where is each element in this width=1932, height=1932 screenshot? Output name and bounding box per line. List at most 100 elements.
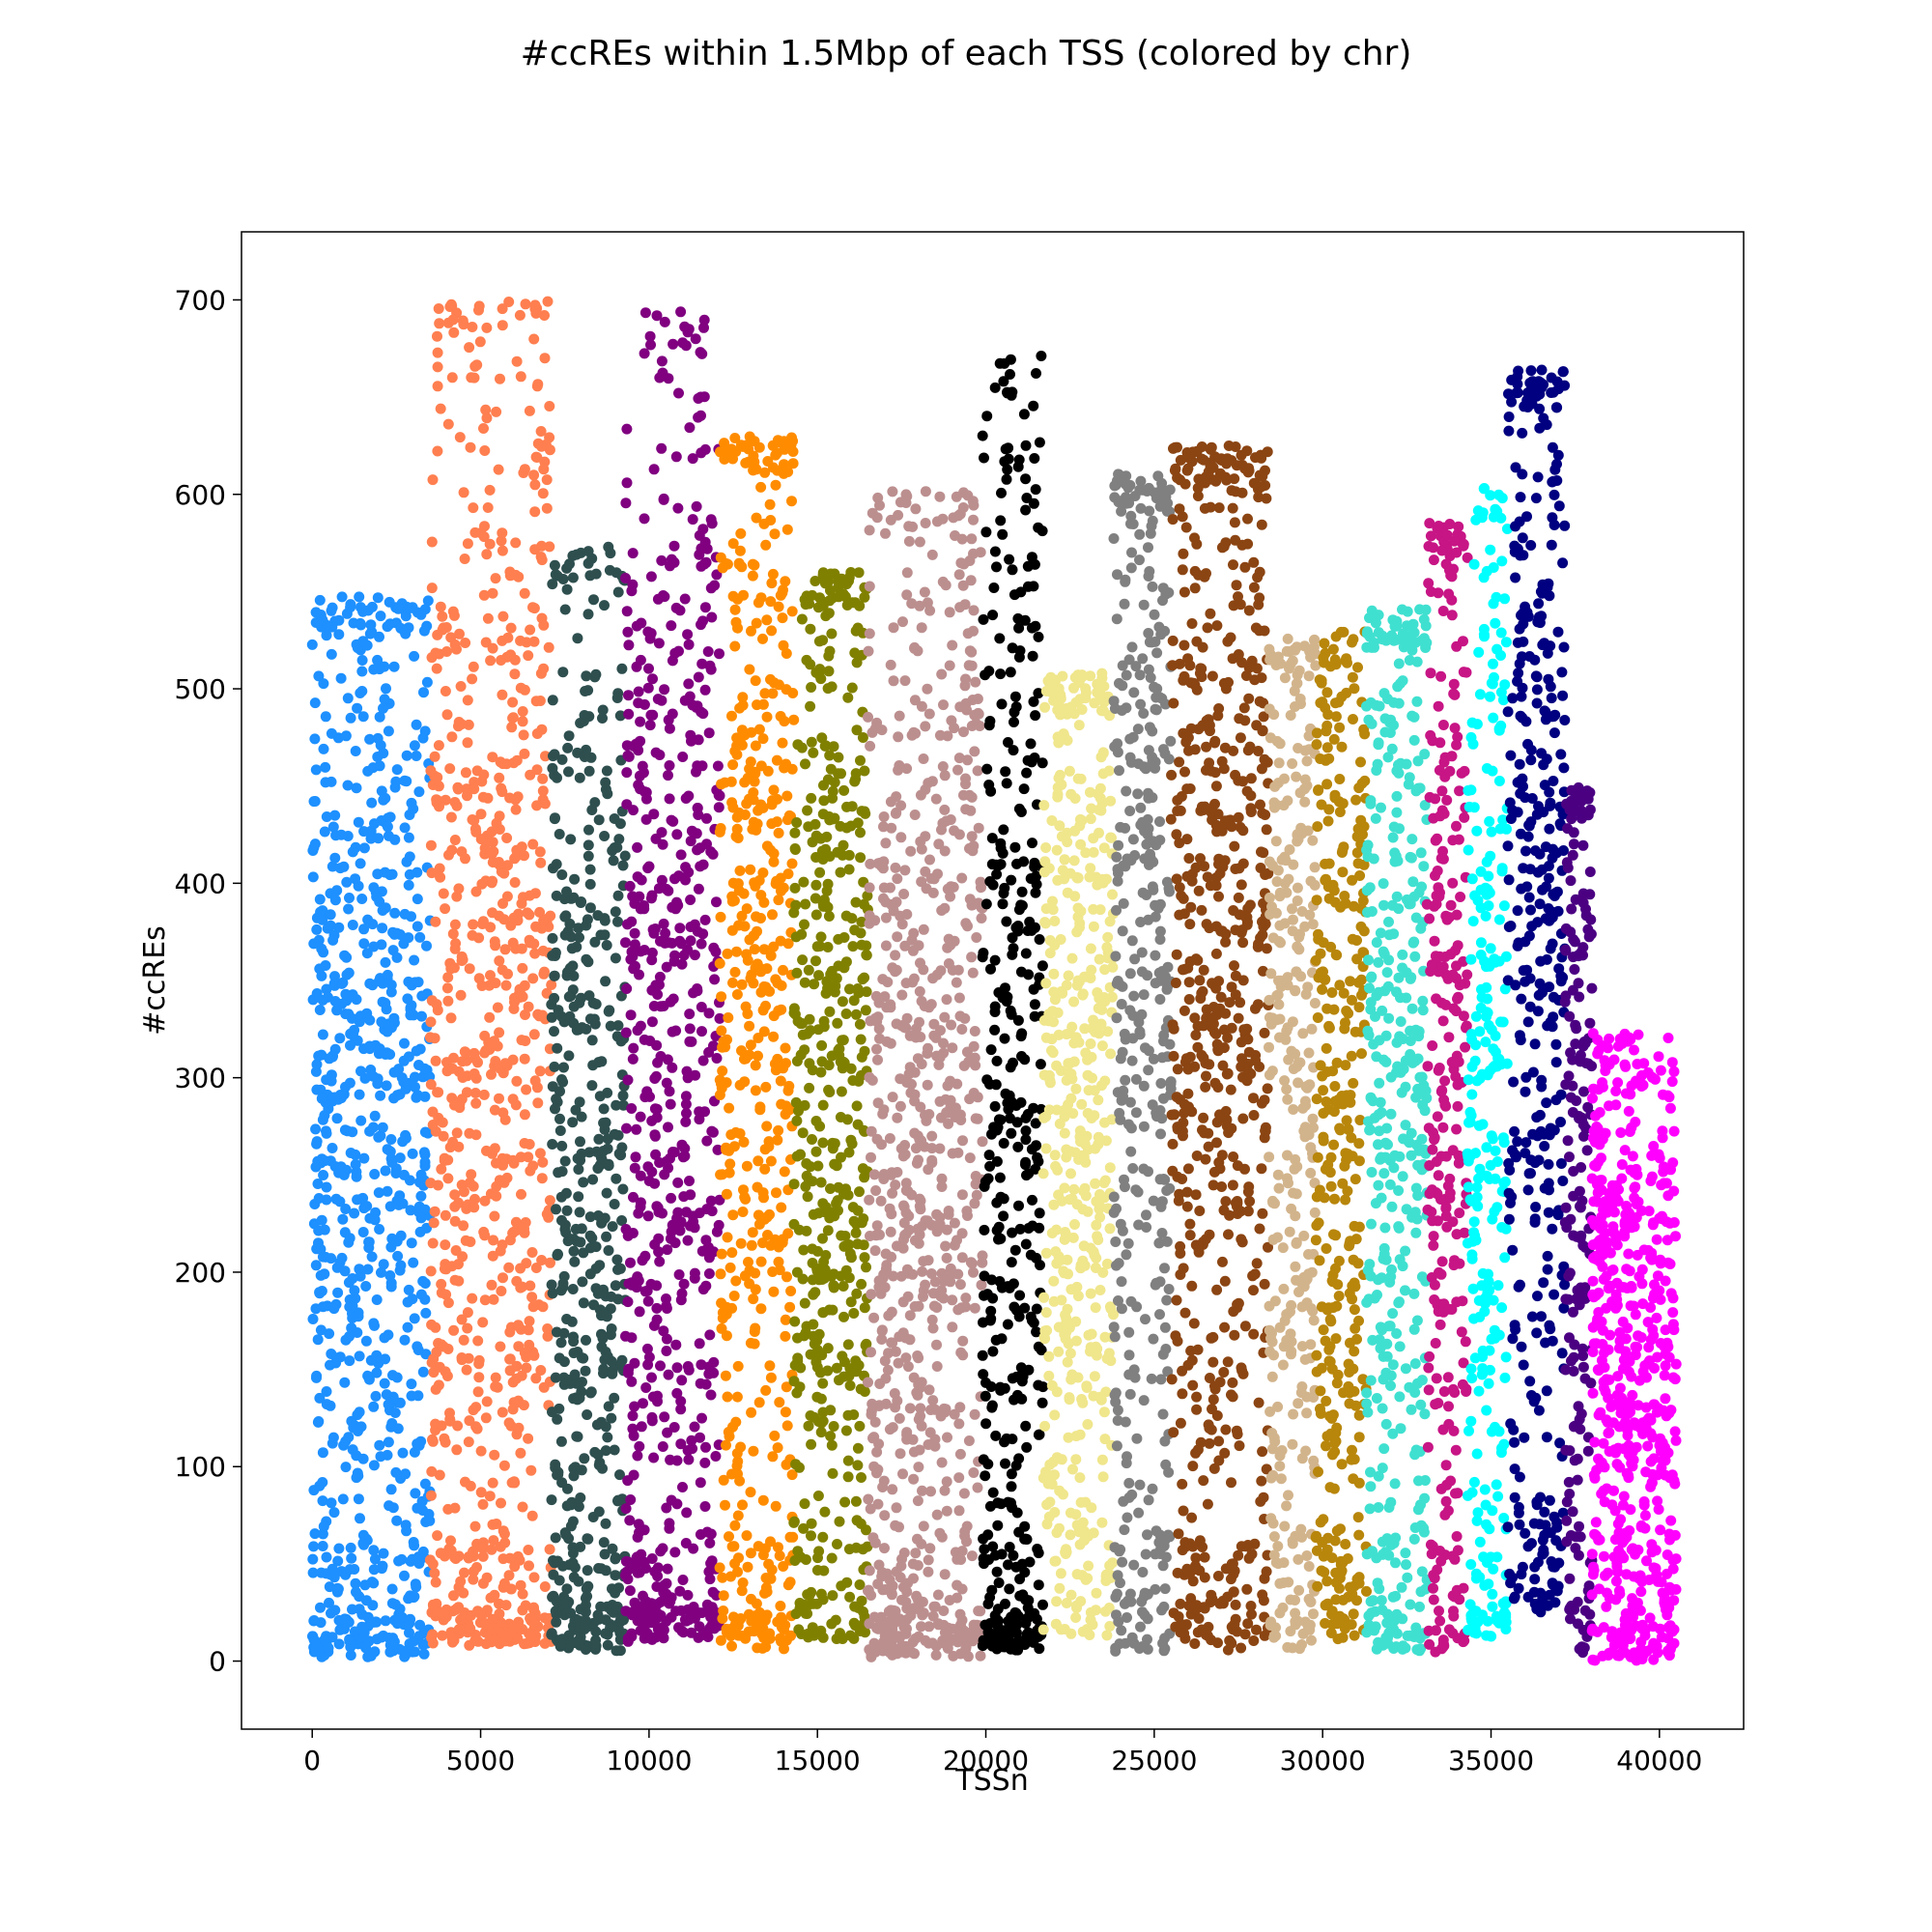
data-point [472,1057,483,1068]
data-point [652,1202,664,1213]
data-point [810,879,822,891]
data-point [1037,1397,1048,1408]
data-point [896,919,908,930]
data-point [782,938,794,950]
data-point [773,827,784,838]
data-point [727,453,738,465]
data-point [611,1601,623,1612]
data-point [646,1617,657,1629]
data-point [628,805,639,816]
data-point [668,338,679,350]
data-point [667,1026,678,1037]
data-point [526,1292,538,1303]
data-point [828,1282,839,1293]
data-point [936,1285,948,1296]
data-point [743,443,754,455]
data-point [380,902,391,914]
data-point [445,298,457,310]
data-point [496,655,507,666]
data-point [411,1092,422,1103]
data-point [646,1016,658,1028]
data-point [674,1585,686,1597]
data-point [432,330,442,342]
data-point [317,914,328,925]
data-point [634,891,645,902]
data-point [764,498,776,510]
data-point [362,1370,374,1381]
data-point [531,764,543,776]
data-point [890,1346,901,1357]
data-point [561,583,573,595]
data-point [609,813,620,824]
data-point [561,1600,573,1610]
data-point [426,1357,438,1368]
data-point [964,1152,976,1164]
data-point [847,941,859,952]
data-point [846,682,858,694]
data-point [495,1617,506,1629]
data-point [763,1558,775,1570]
data-point [481,412,493,424]
data-point [609,1199,620,1209]
data-point [871,1220,883,1232]
data-point [949,935,960,947]
data-point [878,811,890,822]
data-point [607,1368,618,1379]
data-point [624,880,636,892]
data-point [440,1366,451,1378]
data-point [352,702,363,714]
data-point [373,833,384,844]
data-point [596,1215,608,1227]
data-point [516,943,527,954]
data-point [610,906,621,918]
data-point [612,916,623,927]
data-point [419,1278,431,1289]
data-point [884,1133,895,1144]
data-point [552,1555,563,1567]
data-point [807,1243,818,1255]
data-point [471,359,483,371]
data-point [939,1406,951,1418]
data-point [340,1334,352,1346]
data-point [486,1544,497,1555]
data-point [535,857,547,868]
data-point [670,602,682,613]
data-point [809,979,820,990]
data-point [519,684,530,696]
data-point [552,1249,563,1261]
data-point [438,888,449,899]
data-point [491,406,502,417]
data-point [331,1005,343,1016]
data-point [652,593,664,605]
data-point [701,812,712,824]
data-point [676,958,688,970]
data-point [368,1460,380,1471]
data-point [755,1616,767,1628]
data-point [362,1651,374,1662]
data-point [972,694,983,704]
data-point [316,1093,327,1104]
data-point [856,1595,867,1606]
data-point [802,1191,813,1203]
data-point [474,1607,486,1619]
data-point [716,1248,727,1260]
data-point [502,968,513,980]
data-point [790,1096,802,1108]
data-point [449,639,461,650]
data-point [592,1449,604,1461]
data-point [1027,838,1037,849]
data-point [692,983,703,994]
data-point [328,978,340,989]
data-point [611,1173,622,1184]
data-point [642,863,654,874]
data-point [468,661,479,672]
data-point [503,1570,515,1581]
data-point [736,979,748,990]
data-point [952,1592,963,1604]
data-point [770,479,781,491]
data-point [730,616,742,628]
data-point [711,1226,723,1237]
data-point [727,538,739,550]
data-point [509,877,521,888]
